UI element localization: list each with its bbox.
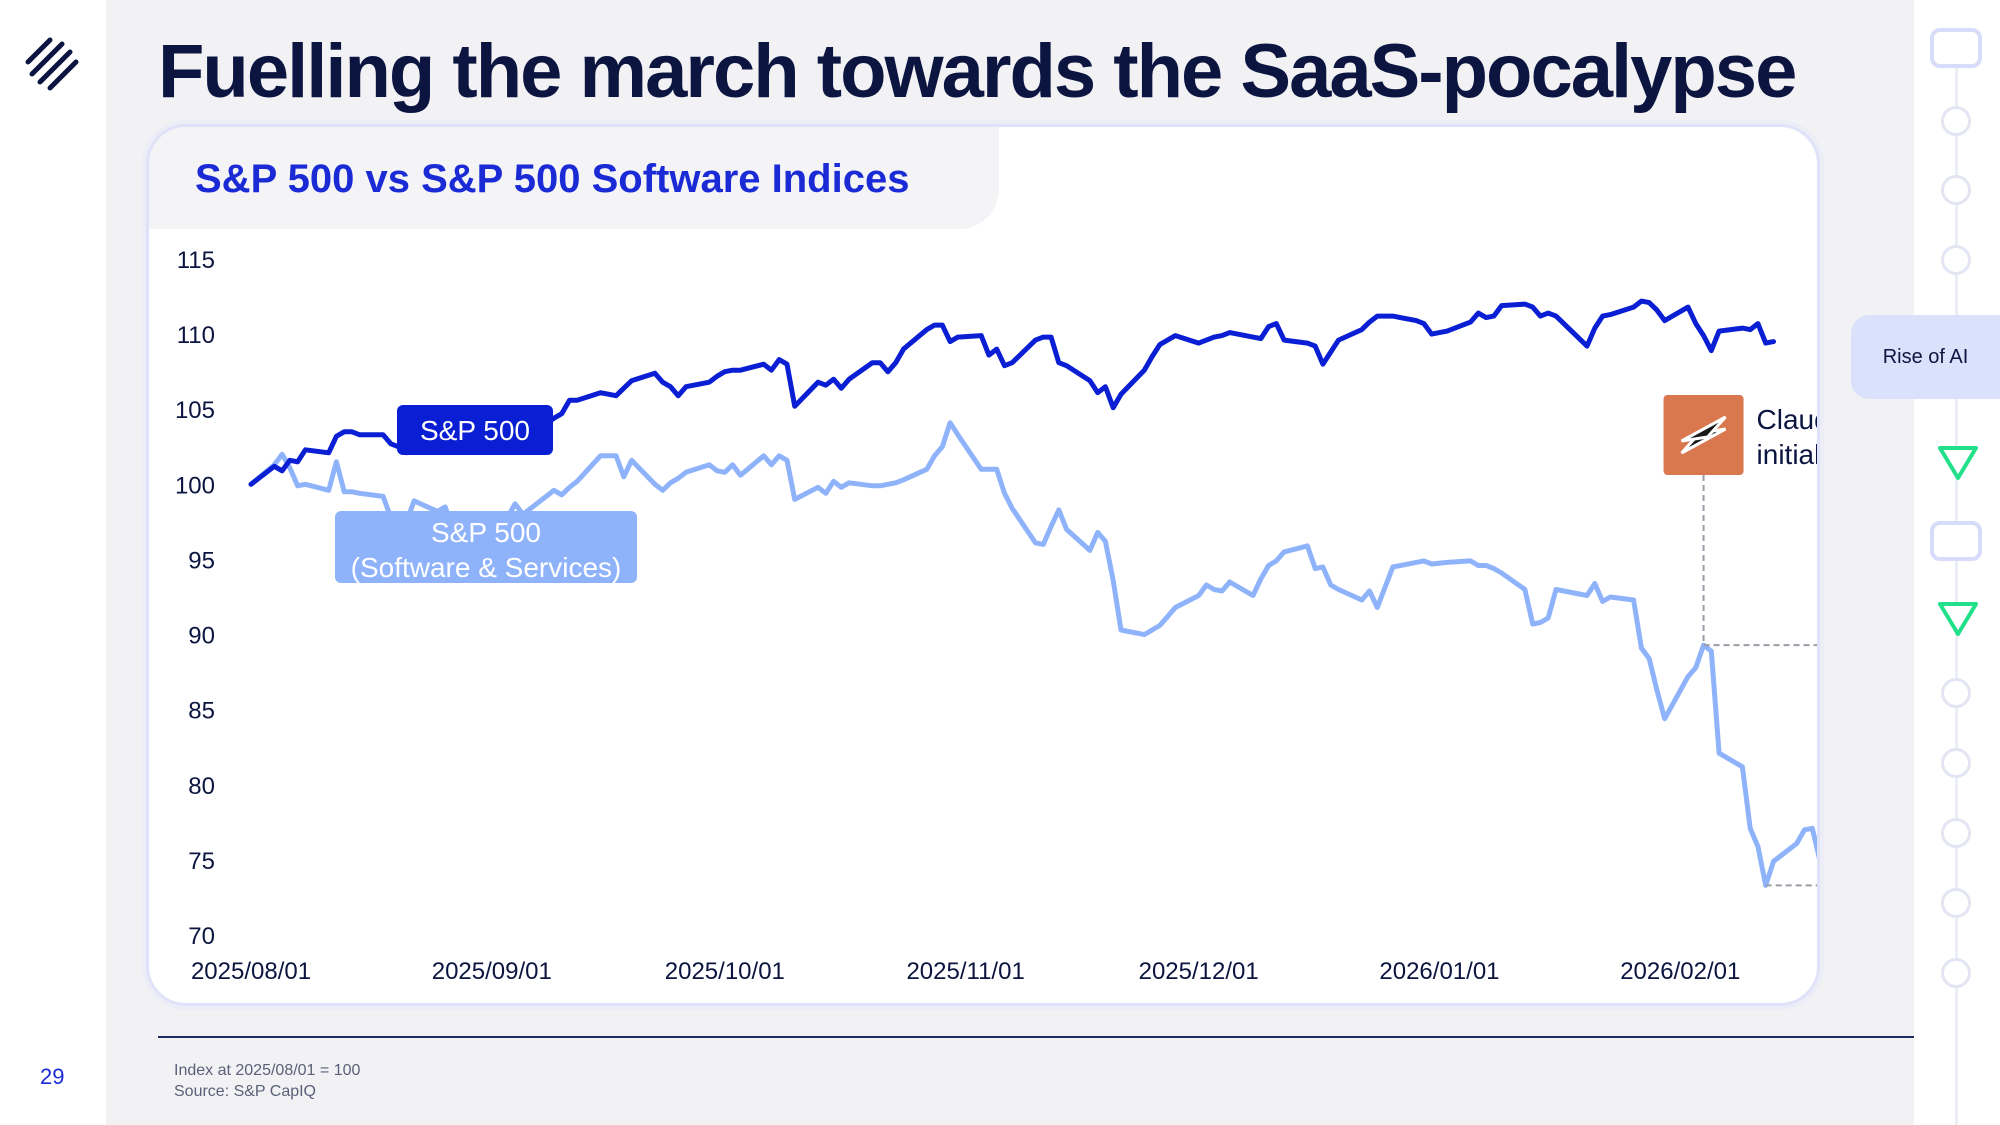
section-tab-rise-of-ai[interactable]: Rise of AI: [1851, 315, 2000, 399]
y-tick-label: 80: [188, 773, 215, 800]
software-series-label-line2: (Software & Services): [351, 552, 622, 583]
line-chart: 115 110 105 100 95 90 85 80 75 70 2025/08/01 2025/…: [175, 247, 1817, 985]
rail-node[interactable]: [1941, 678, 1971, 708]
slide-title: Fuelling the march towards the SaaS-poca…: [158, 29, 1797, 114]
drop-annotation: $300billionerasedfrom theglobalsoftwarem…: [1703, 644, 1817, 887]
chart-card: S&P 500 vs S&P 500 Software Indices 115 1…: [146, 124, 1820, 1006]
rail-node-section[interactable]: [1930, 521, 1982, 561]
footnote-source: Source: S&P CapIQ: [174, 1083, 316, 1100]
rail-line: [1955, 60, 1958, 1125]
software-series-label-line1: S&P 500: [431, 517, 541, 548]
y-tick-label: 75: [188, 848, 215, 875]
y-tick-label: 100: [175, 472, 215, 499]
y-tick-label: 110: [177, 322, 215, 349]
y-tick-label: 105: [175, 397, 215, 424]
x-tick-label: 2025/11/01: [906, 958, 1024, 985]
sp500-series-label: S&P 500: [420, 415, 530, 446]
y-tick-label: 95: [188, 547, 215, 574]
brand-logo-icon: [25, 37, 79, 91]
sp500-series-label-box: [397, 405, 553, 455]
footnote-index: Index at 2025/08/01 = 100: [174, 1062, 361, 1079]
rail-node[interactable]: [1941, 245, 1971, 275]
chart-title-tab: [149, 127, 999, 229]
rail-node[interactable]: [1941, 106, 1971, 136]
rail-node[interactable]: [1941, 888, 1971, 918]
rail-node[interactable]: [1941, 175, 1971, 205]
rail-node[interactable]: [1941, 958, 1971, 988]
slide: Fuelling the march towards the SaaS-poca…: [106, 0, 1914, 1125]
rail-node[interactable]: [1941, 818, 1971, 848]
x-tick-label: 2026/02/01: [1620, 958, 1740, 985]
software-series-line: [248, 420, 1817, 888]
claude-event-annotation: Claude Cowork initial release: [1663, 395, 1817, 646]
sp500-series-line: [248, 298, 1776, 487]
event-subtitle: initial release: [1757, 439, 1817, 470]
rail-triangle-icon[interactable]: [1936, 600, 1980, 640]
software-series-label-box: [335, 511, 637, 583]
rail-triangle-icon[interactable]: [1936, 444, 1980, 484]
x-tick-label: 2025/08/01: [191, 958, 311, 985]
y-tick-label: 90: [188, 623, 215, 650]
rail-node-section[interactable]: [1930, 28, 1982, 68]
x-tick-label: 2026/01/01: [1379, 958, 1499, 985]
event-title: Claude Cowork: [1757, 404, 1817, 435]
y-tick-label: 70: [188, 923, 215, 950]
left-rail: 29: [0, 0, 106, 1125]
footer-rule: [158, 1036, 1914, 1038]
y-tick-label: 85: [188, 698, 215, 725]
x-tick-label: 2025/12/01: [1139, 958, 1259, 985]
x-tick-label: 2025/09/01: [432, 958, 552, 985]
x-tick-label: 2025/10/01: [665, 958, 785, 985]
page-number: 29: [40, 1064, 65, 1089]
footnote: Index at 2025/08/01 = 100 Source: S&P Ca…: [174, 1060, 360, 1102]
rail-node[interactable]: [1941, 748, 1971, 778]
y-tick-label: 115: [177, 247, 215, 274]
claude-logo-icon: [1680, 415, 1727, 455]
section-rail: [1914, 0, 2000, 1125]
chart-title: S&P 500 vs S&P 500 Software Indices: [195, 157, 910, 201]
